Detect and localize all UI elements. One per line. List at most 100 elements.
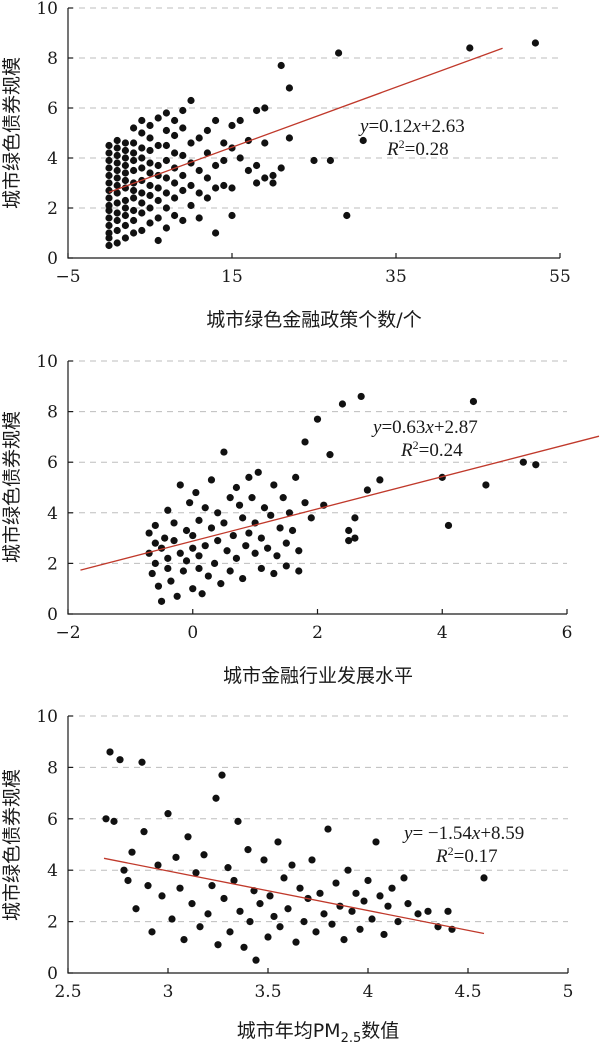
data-point: [146, 169, 154, 177]
data-point: [113, 216, 121, 225]
data-point: [296, 884, 304, 892]
panel-3-xlabel-sub: 2.5: [341, 1031, 362, 1045]
data-point: [220, 181, 228, 190]
y-tick-label: 10: [36, 707, 58, 727]
panel-3-fit-line: [103, 857, 485, 935]
data-point: [300, 918, 308, 926]
data-point: [164, 810, 172, 818]
data-point: [345, 537, 353, 545]
data-point: [189, 585, 197, 593]
data-point: [253, 161, 261, 170]
data-point: [171, 149, 179, 157]
data-point: [151, 539, 159, 547]
data-point: [252, 956, 260, 964]
x-tick-label: 4.5: [454, 982, 481, 1002]
data-point: [285, 134, 293, 142]
panel-2-equation: y=0.63x+2.87: [371, 417, 478, 438]
data-point: [105, 149, 113, 157]
data-point: [121, 176, 129, 185]
data-point: [105, 221, 113, 230]
data-point: [162, 109, 170, 117]
data-point: [260, 504, 269, 512]
data-point: [519, 458, 527, 466]
data-point: [179, 171, 187, 180]
data-point: [105, 186, 113, 195]
panel-1-r2-value: =0.28: [405, 139, 449, 160]
data-point: [273, 552, 281, 560]
data-point: [282, 539, 290, 547]
data-point: [203, 126, 211, 135]
data-point: [210, 559, 219, 568]
panel-3-y-ticks: 0 2 4 6 8 10: [36, 707, 73, 984]
data-point: [195, 552, 203, 560]
data-point: [380, 930, 388, 939]
data-point: [226, 928, 234, 936]
data-point: [113, 226, 121, 235]
data-point: [113, 166, 121, 175]
data-point: [264, 544, 272, 552]
panel-3-equation: y= −1.54x+8.59: [402, 823, 524, 844]
data-point: [162, 156, 170, 165]
data-point: [253, 106, 261, 115]
data-point: [180, 935, 188, 944]
data-point: [356, 925, 364, 933]
panel-3-xlabel-post: 数值: [361, 1020, 399, 1042]
data-point: [121, 154, 129, 162]
data-point: [345, 526, 353, 535]
panel-3-eq-intercept: +8.59: [480, 823, 524, 844]
data-point: [121, 169, 129, 177]
data-point: [244, 846, 252, 854]
y-tick-label: 10: [36, 0, 58, 19]
data-point: [348, 907, 356, 915]
data-point: [138, 129, 146, 137]
data-point: [195, 189, 203, 197]
data-point: [235, 501, 244, 509]
data-point: [146, 121, 154, 130]
panel-1-eq-slope: =0.12: [368, 116, 412, 137]
data-point: [148, 569, 156, 578]
data-point: [195, 166, 203, 175]
data-point: [113, 209, 121, 217]
data-point: [203, 174, 211, 182]
data-point: [105, 141, 113, 150]
data-point: [204, 910, 212, 918]
data-point: [146, 219, 154, 227]
data-point: [269, 179, 277, 187]
data-point: [154, 184, 162, 192]
data-point: [179, 567, 187, 575]
data-point: [279, 494, 287, 502]
data-point: [239, 574, 247, 583]
data-point: [288, 861, 296, 869]
data-point: [138, 189, 146, 197]
data-point: [154, 196, 162, 205]
data-point: [261, 174, 269, 182]
data-point: [171, 194, 179, 202]
data-point: [217, 580, 225, 588]
panel-3-eq-y: y: [402, 823, 413, 844]
data-point: [162, 224, 170, 232]
data-point: [173, 592, 181, 600]
data-point: [251, 549, 259, 557]
data-point: [176, 884, 184, 892]
data-point: [172, 853, 180, 861]
data-point: [280, 874, 288, 882]
data-point: [277, 164, 285, 172]
y-tick-label: 4: [47, 861, 58, 881]
data-point: [312, 928, 320, 936]
data-point: [113, 174, 121, 182]
data-point: [260, 856, 268, 864]
data-point: [171, 179, 179, 187]
data-point: [200, 851, 208, 859]
panel-2-r2-letter: R: [400, 440, 413, 461]
panel-3-xlabel-pre: 城市年均PM: [237, 1020, 341, 1042]
data-point: [105, 214, 113, 222]
data-point: [170, 519, 178, 527]
data-point: [158, 892, 166, 900]
panel-2-xlabel: 城市金融行业发展水平: [223, 665, 413, 687]
x-tick-label: 3: [163, 982, 174, 1002]
data-point: [192, 869, 200, 877]
data-point: [214, 537, 222, 545]
panel-2-eq-x: x: [424, 417, 434, 438]
data-point: [223, 547, 231, 555]
data-point: [146, 159, 154, 167]
